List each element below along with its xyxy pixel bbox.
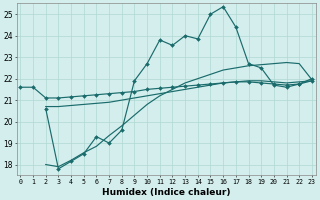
- X-axis label: Humidex (Indice chaleur): Humidex (Indice chaleur): [102, 188, 230, 197]
